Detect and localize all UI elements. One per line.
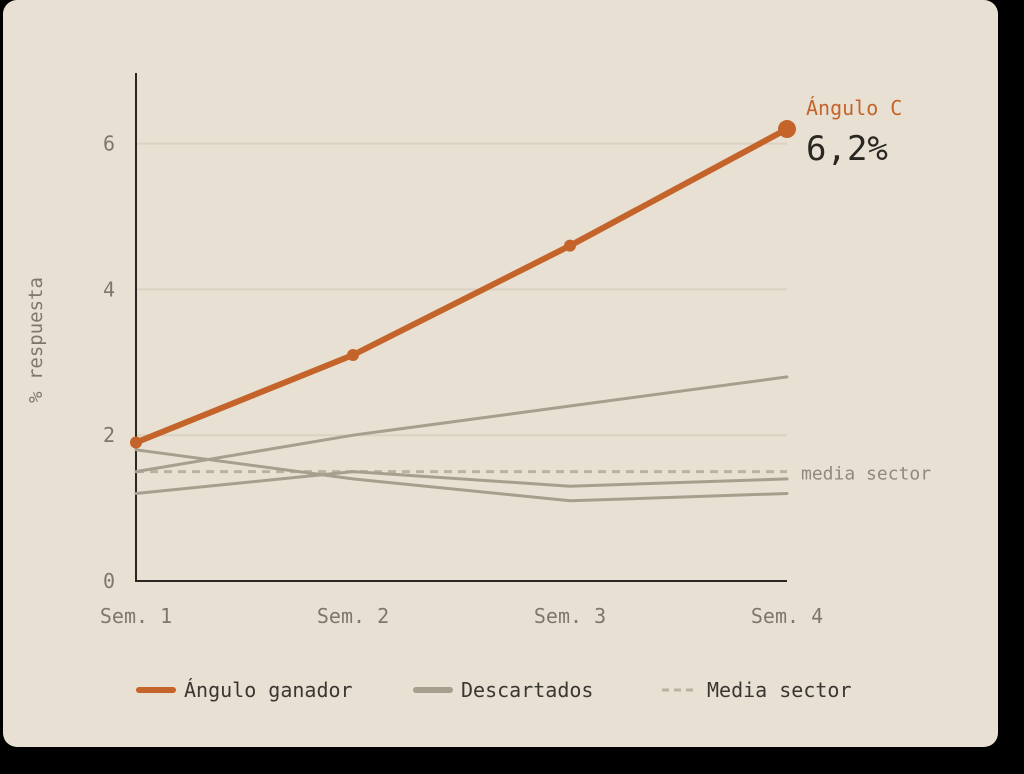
highlight-series-annotation: Ángulo C xyxy=(806,96,902,120)
data-point xyxy=(564,239,576,252)
data-point xyxy=(130,436,142,449)
series-markers xyxy=(130,120,796,449)
x-tick-labels: Sem. 1 Sem. 2 Sem. 3 Sem. 4 xyxy=(100,604,823,628)
legend: Ángulo ganador Descartados Media sector xyxy=(136,678,852,702)
highlight-value-annotation: 6,2% xyxy=(806,129,888,169)
axes xyxy=(135,73,787,582)
legend-item: Ángulo ganador xyxy=(136,678,353,702)
series-line-muted-3 xyxy=(134,470,789,495)
y-tick-labels: 0 2 4 6 xyxy=(103,132,115,593)
y-tick-label: 2 xyxy=(103,423,115,447)
legend-label: Descartados xyxy=(461,678,593,702)
x-tick-label: Sem. 4 xyxy=(751,604,823,628)
x-tick-label: Sem. 2 xyxy=(317,604,389,628)
y-axis-label: % respuesta xyxy=(25,277,47,403)
series-line-muted-2 xyxy=(134,448,789,503)
y-tick-label: 4 xyxy=(103,277,115,301)
y-tick-label: 0 xyxy=(103,569,115,593)
data-point xyxy=(347,349,359,362)
benchmark-annotation: media sector xyxy=(801,464,931,485)
legend-label: Ángulo ganador xyxy=(184,678,353,702)
legend-label: Media sector xyxy=(707,678,852,702)
line-chart: 0 2 4 6 Sem. 1 Sem. 2 Sem. 3 Sem. 4 % respuest… xyxy=(25,73,931,702)
chart-card: 0 2 4 6 Sem. 1 Sem. 2 Sem. 3 Sem. 4 % respuest… xyxy=(3,0,998,747)
y-tick-label: 6 xyxy=(103,132,115,156)
legend-item: Descartados xyxy=(413,678,593,702)
data-point xyxy=(778,120,796,139)
series-line-highlight-0 xyxy=(133,126,790,446)
grid-lines xyxy=(136,142,787,437)
x-tick-label: Sem. 3 xyxy=(534,604,606,628)
series-lines xyxy=(133,126,790,503)
legend-item: Media sector xyxy=(662,678,852,702)
series-line-muted-1 xyxy=(134,375,789,474)
x-tick-label: Sem. 1 xyxy=(100,604,172,628)
